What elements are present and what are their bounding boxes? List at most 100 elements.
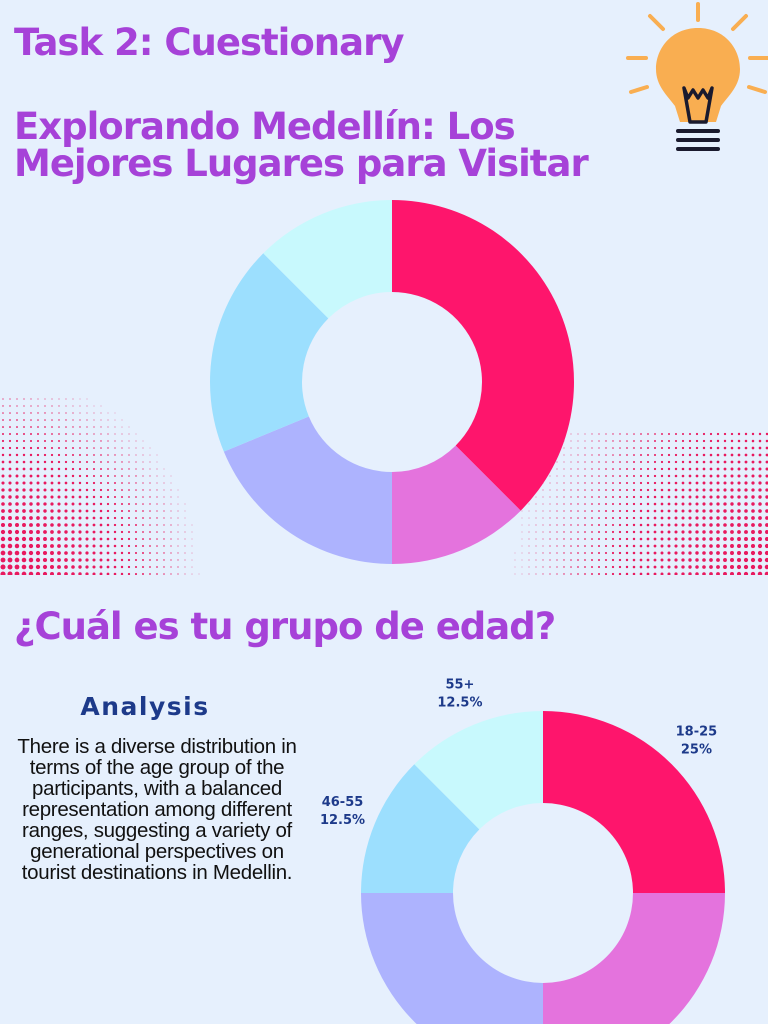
halftone-dot xyxy=(751,446,755,450)
halftone-dot xyxy=(549,531,551,533)
halftone-dot xyxy=(23,426,25,428)
halftone-dot xyxy=(744,530,748,534)
halftone-dot xyxy=(127,523,131,527)
halftone-dot xyxy=(23,419,25,421)
halftone-dot xyxy=(21,529,27,535)
halftone-dot xyxy=(591,545,593,547)
halftone-dot xyxy=(563,545,565,547)
halftone-dot xyxy=(750,550,756,556)
halftone-dot xyxy=(549,496,551,498)
halftone-dot xyxy=(37,398,39,400)
halftone-dot xyxy=(86,398,88,400)
halftone-dot xyxy=(78,523,82,527)
halftone-dot xyxy=(44,433,46,435)
halftone-dot xyxy=(660,544,664,548)
halftone-dot xyxy=(0,529,6,535)
halftone-dot xyxy=(660,460,664,464)
halftone-dot xyxy=(163,503,165,505)
halftone-dot xyxy=(751,523,755,527)
halftone-dot xyxy=(556,482,558,484)
donut-slice-36-45 xyxy=(361,893,543,1024)
halftone-dot xyxy=(563,573,565,575)
halftone-dot xyxy=(149,559,151,561)
halftone-dot xyxy=(113,509,117,513)
halftone-dot xyxy=(177,545,179,547)
halftone-dot xyxy=(577,433,579,435)
halftone-dot xyxy=(716,467,720,471)
halftone-dot xyxy=(50,453,54,457)
halftone-dot xyxy=(142,489,144,491)
halftone-dot xyxy=(65,412,67,414)
halftone-dot xyxy=(114,433,116,435)
halftone-dot xyxy=(751,488,755,492)
halftone-dot xyxy=(521,559,523,561)
halftone-dot xyxy=(135,468,137,470)
halftone-dot xyxy=(128,482,130,484)
halftone-dot xyxy=(114,475,116,477)
halftone-dot xyxy=(78,488,82,492)
halftone-dot xyxy=(127,558,131,562)
halftone-dot xyxy=(36,460,40,464)
halftone-dot xyxy=(598,447,600,449)
halftone-dot xyxy=(170,510,172,512)
halftone-dot xyxy=(528,531,530,533)
halftone-dot xyxy=(22,453,26,457)
halftone-dot xyxy=(646,565,650,569)
halftone-dot xyxy=(106,509,110,513)
halftone-dot xyxy=(744,523,748,527)
halftone-dot xyxy=(709,572,713,575)
halftone-dot xyxy=(65,447,67,449)
halftone-dot xyxy=(549,538,551,540)
halftone-dot xyxy=(156,524,158,526)
halftone-dot xyxy=(751,474,755,478)
halftone-dot xyxy=(51,412,53,414)
halftone-dot xyxy=(542,552,544,554)
halftone-dot xyxy=(170,517,172,519)
halftone-dot xyxy=(16,433,18,435)
halftone-dot xyxy=(35,557,41,563)
halftone-dot xyxy=(542,524,544,526)
halftone-dot xyxy=(563,454,565,456)
halftone-dot xyxy=(577,454,579,456)
halftone-dot xyxy=(584,433,586,435)
halftone-dot xyxy=(716,474,720,478)
halftone-dot xyxy=(22,439,26,443)
halftone-dot xyxy=(71,453,75,457)
halftone-dot xyxy=(556,468,558,470)
halftone-dot xyxy=(149,524,151,526)
halftone-dot xyxy=(79,447,81,449)
halftone-dot xyxy=(598,559,600,561)
halftone-dot xyxy=(28,536,34,542)
halftone-dot xyxy=(78,495,82,499)
halftone-dot xyxy=(702,488,706,492)
halftone-dot xyxy=(709,509,713,513)
halftone-dot xyxy=(121,468,123,470)
halftone-dot xyxy=(611,537,615,541)
halftone-dot xyxy=(632,509,636,513)
halftone-dot xyxy=(177,566,179,568)
halftone-dot xyxy=(156,559,158,561)
halftone-dot xyxy=(646,572,650,575)
halftone-dot xyxy=(591,468,593,470)
halftone-dot xyxy=(107,475,109,477)
halftone-dot xyxy=(632,523,636,527)
halftone-dot xyxy=(563,566,565,568)
halftone-dot xyxy=(709,446,713,450)
halftone-dot xyxy=(765,467,768,471)
halftone-dot xyxy=(605,475,607,477)
halftone-dot xyxy=(737,523,741,527)
halftone-dot xyxy=(667,572,671,575)
halftone-dot xyxy=(43,502,47,506)
halftone-dot xyxy=(716,439,720,443)
halftone-dot xyxy=(64,551,68,555)
halftone-dot xyxy=(22,523,26,527)
halftone-dot xyxy=(570,559,572,561)
halftone-dot xyxy=(577,468,579,470)
halftone-dot xyxy=(605,454,607,456)
halftone-dot xyxy=(654,433,656,435)
halftone-dot xyxy=(58,405,60,407)
halftone-dot xyxy=(618,565,622,569)
halftone-dot xyxy=(36,495,40,499)
halftone-dot xyxy=(723,523,727,527)
halftone-dot xyxy=(730,432,734,436)
